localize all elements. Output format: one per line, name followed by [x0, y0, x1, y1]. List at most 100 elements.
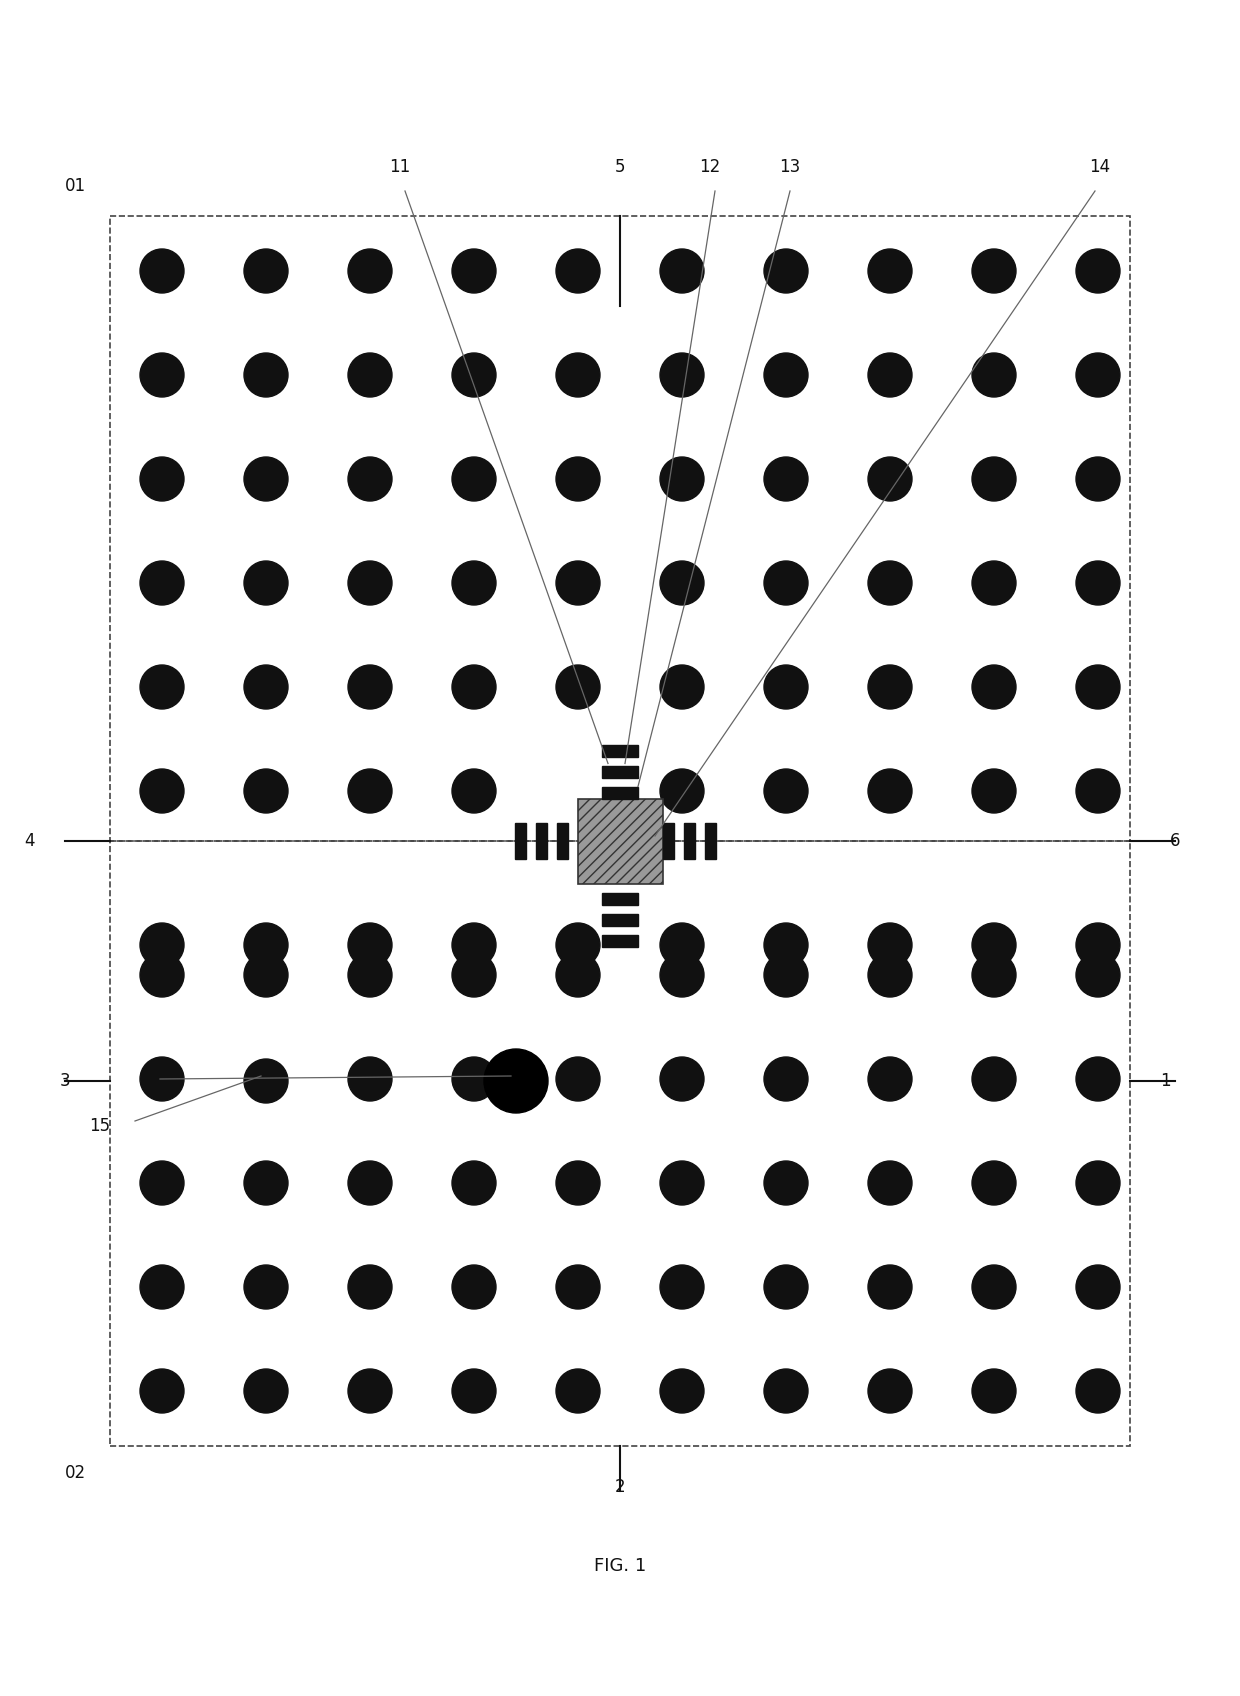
Circle shape	[140, 1369, 184, 1413]
Circle shape	[868, 353, 911, 397]
Circle shape	[453, 923, 496, 967]
Circle shape	[453, 768, 496, 812]
Circle shape	[556, 665, 600, 709]
Circle shape	[868, 1265, 911, 1309]
Circle shape	[972, 456, 1016, 500]
Circle shape	[140, 561, 184, 605]
Circle shape	[140, 1057, 184, 1101]
Text: 11: 11	[389, 158, 410, 176]
Circle shape	[764, 1162, 808, 1204]
Circle shape	[972, 1369, 1016, 1413]
Circle shape	[868, 1057, 911, 1101]
Bar	[515, 823, 526, 858]
Circle shape	[453, 353, 496, 397]
Circle shape	[764, 456, 808, 500]
Circle shape	[244, 561, 288, 605]
Circle shape	[244, 923, 288, 967]
Circle shape	[660, 249, 704, 293]
Circle shape	[764, 768, 808, 812]
Circle shape	[244, 249, 288, 293]
Circle shape	[244, 353, 288, 397]
Circle shape	[660, 456, 704, 500]
Text: 5: 5	[615, 158, 625, 176]
Circle shape	[453, 249, 496, 293]
Circle shape	[453, 561, 496, 605]
Circle shape	[972, 665, 1016, 709]
Text: 14: 14	[1090, 158, 1111, 176]
Circle shape	[764, 249, 808, 293]
Circle shape	[556, 561, 600, 605]
Circle shape	[868, 456, 911, 500]
Bar	[601, 934, 639, 946]
Bar	[578, 799, 662, 884]
Text: 1: 1	[1159, 1072, 1171, 1091]
Circle shape	[556, 923, 600, 967]
Text: FIG. 1: FIG. 1	[594, 1557, 646, 1576]
Circle shape	[972, 561, 1016, 605]
Circle shape	[556, 249, 600, 293]
Circle shape	[140, 768, 184, 812]
Circle shape	[244, 456, 288, 500]
Circle shape	[348, 353, 392, 397]
Circle shape	[556, 1369, 600, 1413]
Circle shape	[972, 768, 1016, 812]
Circle shape	[453, 1265, 496, 1309]
Circle shape	[764, 561, 808, 605]
Circle shape	[140, 249, 184, 293]
Circle shape	[1076, 768, 1120, 812]
Circle shape	[556, 456, 600, 500]
Text: 2: 2	[615, 1477, 625, 1496]
Text: 01: 01	[64, 176, 86, 195]
Bar	[704, 823, 715, 858]
Circle shape	[348, 1057, 392, 1101]
Circle shape	[660, 1057, 704, 1101]
Text: 12: 12	[699, 158, 720, 176]
Bar	[601, 787, 639, 799]
Bar	[662, 823, 675, 858]
Bar	[601, 767, 639, 777]
Text: 4: 4	[25, 833, 35, 850]
Bar	[601, 894, 639, 904]
Circle shape	[1076, 249, 1120, 293]
Circle shape	[764, 1057, 808, 1101]
Circle shape	[764, 353, 808, 397]
Circle shape	[660, 561, 704, 605]
Circle shape	[348, 665, 392, 709]
Circle shape	[972, 923, 1016, 967]
Circle shape	[140, 1265, 184, 1309]
Circle shape	[140, 353, 184, 397]
Circle shape	[244, 1369, 288, 1413]
Circle shape	[348, 923, 392, 967]
Circle shape	[453, 953, 496, 997]
Circle shape	[244, 1265, 288, 1309]
Bar	[110, 841, 1130, 1447]
Circle shape	[244, 665, 288, 709]
Text: 3: 3	[60, 1072, 69, 1091]
Circle shape	[556, 1057, 600, 1101]
Circle shape	[1076, 1162, 1120, 1204]
Circle shape	[140, 665, 184, 709]
Circle shape	[660, 353, 704, 397]
Text: 6: 6	[1171, 833, 1180, 850]
Circle shape	[764, 1265, 808, 1309]
Bar	[536, 823, 547, 858]
Circle shape	[868, 923, 911, 967]
Circle shape	[348, 768, 392, 812]
Circle shape	[244, 1162, 288, 1204]
Circle shape	[764, 953, 808, 997]
Circle shape	[868, 953, 911, 997]
Circle shape	[660, 665, 704, 709]
Circle shape	[764, 923, 808, 967]
Circle shape	[556, 953, 600, 997]
Circle shape	[972, 1162, 1016, 1204]
Circle shape	[1076, 1057, 1120, 1101]
Circle shape	[660, 953, 704, 997]
Circle shape	[348, 1369, 392, 1413]
Circle shape	[660, 1162, 704, 1204]
Circle shape	[244, 953, 288, 997]
Bar	[683, 823, 694, 858]
Circle shape	[140, 923, 184, 967]
Circle shape	[1076, 953, 1120, 997]
Circle shape	[348, 1265, 392, 1309]
Text: 02: 02	[64, 1464, 86, 1482]
